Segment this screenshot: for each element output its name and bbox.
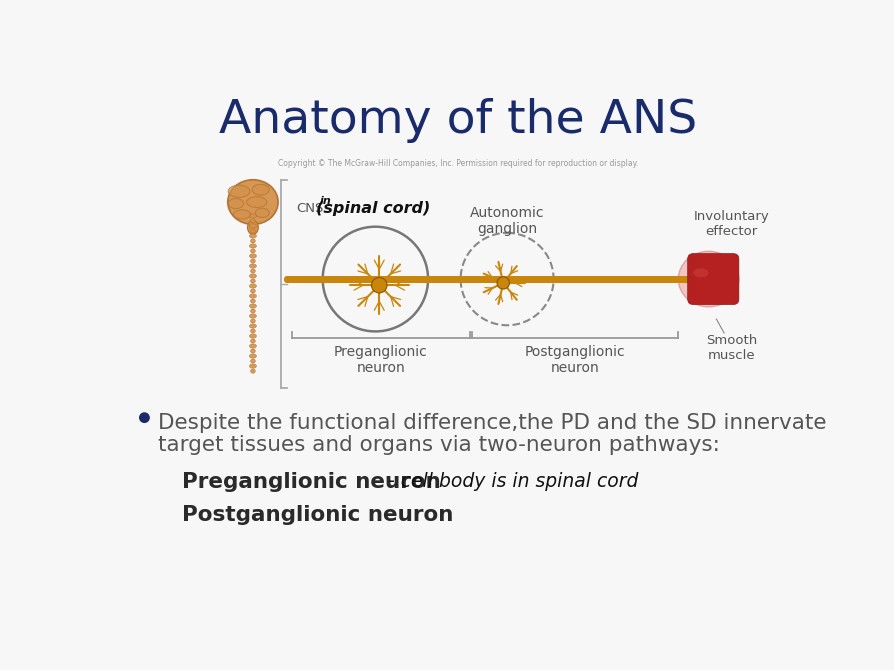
Ellipse shape <box>247 197 266 208</box>
Ellipse shape <box>249 314 256 318</box>
Circle shape <box>371 277 386 293</box>
Text: Involuntary
effector: Involuntary effector <box>693 210 769 238</box>
Ellipse shape <box>249 364 256 368</box>
Ellipse shape <box>250 219 255 223</box>
Text: target tissues and organs via two-neuron pathways:: target tissues and organs via two-neuron… <box>158 435 720 455</box>
Ellipse shape <box>249 344 256 348</box>
Ellipse shape <box>249 294 256 298</box>
Circle shape <box>139 412 149 423</box>
Ellipse shape <box>228 185 249 198</box>
Text: (spinal cord): (spinal cord) <box>316 202 430 216</box>
Ellipse shape <box>249 324 256 328</box>
Ellipse shape <box>249 224 256 228</box>
Ellipse shape <box>250 349 255 353</box>
Text: Postganglionic neuron: Postganglionic neuron <box>181 505 452 525</box>
Text: CNS: CNS <box>296 202 324 216</box>
Ellipse shape <box>250 309 255 313</box>
Circle shape <box>460 233 553 325</box>
Ellipse shape <box>250 329 255 333</box>
Ellipse shape <box>249 234 256 238</box>
Ellipse shape <box>250 229 255 233</box>
Ellipse shape <box>252 184 269 195</box>
Ellipse shape <box>250 299 255 303</box>
Ellipse shape <box>249 284 256 288</box>
Ellipse shape <box>228 198 243 208</box>
Ellipse shape <box>250 249 255 253</box>
Text: Anatomy of the ANS: Anatomy of the ANS <box>219 98 696 143</box>
Circle shape <box>323 226 427 332</box>
Text: Copyright © The McGraw-Hill Companies, Inc. Permission required for reproduction: Copyright © The McGraw-Hill Companies, I… <box>278 159 637 168</box>
Ellipse shape <box>249 274 256 278</box>
Text: in: in <box>319 196 331 206</box>
Text: - cell body is in spinal cord: - cell body is in spinal cord <box>381 472 637 490</box>
Ellipse shape <box>249 264 256 268</box>
Ellipse shape <box>250 319 255 323</box>
Ellipse shape <box>250 269 255 273</box>
Ellipse shape <box>249 304 256 308</box>
Ellipse shape <box>249 254 256 258</box>
Ellipse shape <box>249 214 256 218</box>
FancyBboxPatch shape <box>687 254 738 304</box>
Text: Autonomic
ganglion: Autonomic ganglion <box>469 206 544 237</box>
Circle shape <box>496 277 509 289</box>
Text: Preganglionic neuron: Preganglionic neuron <box>181 472 440 492</box>
Ellipse shape <box>255 208 269 218</box>
Ellipse shape <box>692 268 708 277</box>
Ellipse shape <box>233 210 250 219</box>
Text: Despite the functional difference,the PD and the SD innervate: Despite the functional difference,the PD… <box>158 413 826 433</box>
Ellipse shape <box>249 334 256 338</box>
Ellipse shape <box>250 239 255 243</box>
Ellipse shape <box>227 180 278 224</box>
Text: Preganglionic
neuron: Preganglionic neuron <box>333 344 427 375</box>
Ellipse shape <box>678 251 738 307</box>
Ellipse shape <box>248 220 258 234</box>
Ellipse shape <box>250 359 255 363</box>
Ellipse shape <box>250 289 255 293</box>
Ellipse shape <box>250 279 255 283</box>
Text: Postganglionic
neuron: Postganglionic neuron <box>524 344 625 375</box>
Text: Smooth
muscle: Smooth muscle <box>705 334 756 362</box>
Ellipse shape <box>250 369 255 373</box>
Ellipse shape <box>250 259 255 263</box>
Ellipse shape <box>249 244 256 248</box>
Ellipse shape <box>250 339 255 343</box>
Ellipse shape <box>249 354 256 358</box>
